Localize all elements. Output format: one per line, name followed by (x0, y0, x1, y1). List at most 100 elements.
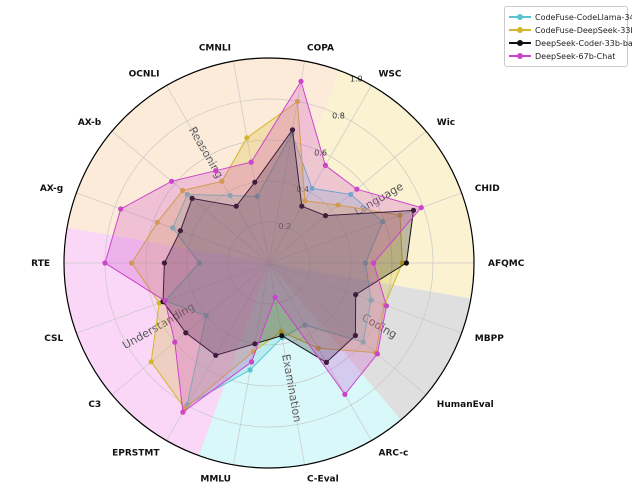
point-cmnli (248, 159, 254, 165)
point-eprstmt (213, 352, 219, 358)
point-wsc (299, 203, 305, 209)
category-label-chid: CHID (475, 184, 500, 194)
radial-tick-label: 0.8 (332, 111, 345, 120)
series-codefuse-codellama-34b (162, 131, 386, 408)
point-chid (418, 205, 424, 211)
point-rte (196, 260, 202, 266)
point-copa (298, 78, 304, 84)
point-ax-g (118, 206, 124, 212)
point-humaneval (352, 332, 358, 339)
point-wic (348, 191, 354, 198)
point-wsc (302, 198, 308, 204)
point-wsc (322, 162, 328, 168)
legend-swatch (509, 25, 531, 35)
category-label-ax-b: AX-b (78, 118, 102, 128)
category-group-sectors: LanguageReasoningUnderstandingExaminatio… (63, 58, 475, 468)
category-label-ax-g: AX-g (40, 184, 63, 194)
category-label-mmlu: MMLU (200, 475, 231, 485)
legend-swatch (509, 38, 531, 48)
group-sector-coding (269, 263, 471, 420)
point-afqmc (403, 260, 409, 266)
point-mbpp (368, 297, 374, 303)
point-c3 (148, 359, 154, 365)
series-deepseek-67b-chat (102, 78, 424, 415)
legend-swatch (509, 12, 531, 22)
category-label-arc-c: ARC-c (379, 449, 409, 459)
legend-label: DeepSeek-Coder-33b-base (535, 38, 632, 48)
point-rte (129, 260, 135, 266)
point-csl (162, 298, 168, 304)
point-mmlu (252, 341, 258, 347)
legend-item-codefuse-deepseek-33b: CodeFuse-DeepSeek-33b (509, 24, 632, 36)
point-cmnli (244, 135, 250, 141)
group-sector-reasoning (67, 58, 340, 264)
category-label-ocnli: OCNLI (129, 69, 160, 79)
point-afqmc (371, 260, 377, 266)
group-sector-examination (198, 263, 401, 468)
point-c3 (183, 330, 189, 336)
point-ax-b (180, 187, 186, 194)
point-rte (161, 260, 167, 266)
radial-tick-label: 0.4 (296, 185, 309, 194)
category-label-humaneval: HumanEval (437, 400, 494, 410)
spoke-wic (268, 130, 427, 264)
radial-tick-label: 0.6 (314, 148, 327, 157)
spoke-wsc (268, 85, 372, 264)
category-label-c-eval: C-Eval (307, 475, 339, 485)
point-arc-c (315, 345, 321, 351)
point-rte (102, 260, 108, 266)
spoke-chid (268, 192, 462, 264)
point-mmlu (249, 359, 255, 365)
spoke-c3 (111, 262, 270, 396)
category-label-csl: CSL (44, 334, 63, 344)
outer-frame (63, 57, 475, 469)
point-ax-b (169, 178, 175, 184)
series-deepseek-coder-33b-base (160, 127, 417, 365)
category-label-afqmc: AFQMC (488, 259, 525, 269)
point-copa (289, 127, 296, 133)
point-arc-c (302, 322, 308, 328)
point-ax-g (177, 228, 183, 234)
legend-item-codefuse-codellama-34b: CodeFuse-CodeLlama-34b (509, 11, 632, 23)
point-arc-c (323, 359, 329, 365)
point-afqmc (362, 260, 368, 266)
point-cmnli (254, 193, 260, 199)
spoke-mbpp (268, 262, 462, 334)
legend-swatch (509, 51, 531, 61)
point-humaneval (374, 351, 380, 357)
legend-item-deepseek-67b-chat: DeepSeek-67b-Chat (509, 50, 623, 62)
category-label-mbpp: MBPP (475, 334, 504, 344)
category-label-c3: C3 (88, 400, 101, 410)
legend-label: CodeFuse-CodeLlama-34b (535, 12, 632, 22)
point-ocnli (219, 178, 225, 184)
point-c3 (172, 339, 178, 345)
radial-tick-label: 0.2 (279, 222, 292, 231)
category-label-eprstmt: EPRSTMT (112, 449, 160, 459)
point-ax-b (189, 195, 195, 201)
point-chid (397, 212, 403, 218)
radar-series (102, 78, 424, 415)
point-copa (294, 98, 301, 105)
category-label-wsc: WSC (379, 69, 402, 79)
point-c-eval (272, 294, 278, 300)
point-ax-g (154, 219, 160, 225)
point-humaneval (360, 339, 366, 345)
point-cmnli (252, 179, 258, 185)
point-c-eval (278, 329, 284, 335)
point-ocnli (233, 203, 239, 209)
point-wic (335, 202, 341, 208)
series-codefuse-deepseek-33b (129, 98, 405, 412)
point-chid (380, 219, 386, 225)
category-label-rte: RTE (31, 259, 50, 269)
point-eprstmt (180, 409, 186, 415)
point-c3 (203, 313, 209, 319)
point-ocnli (213, 168, 219, 174)
spoke-arc-c (268, 262, 372, 441)
point-ocnli (227, 192, 233, 199)
point-ax-b (184, 191, 190, 198)
legend-label: DeepSeek-67b-Chat (535, 51, 616, 61)
spoke-ocnli (166, 85, 270, 264)
point-arc-c (342, 391, 348, 397)
radar-grid: 0.2 0.4 0.6 0.8 1.0 (63, 57, 475, 469)
category-label-wic: Wic (437, 118, 455, 128)
